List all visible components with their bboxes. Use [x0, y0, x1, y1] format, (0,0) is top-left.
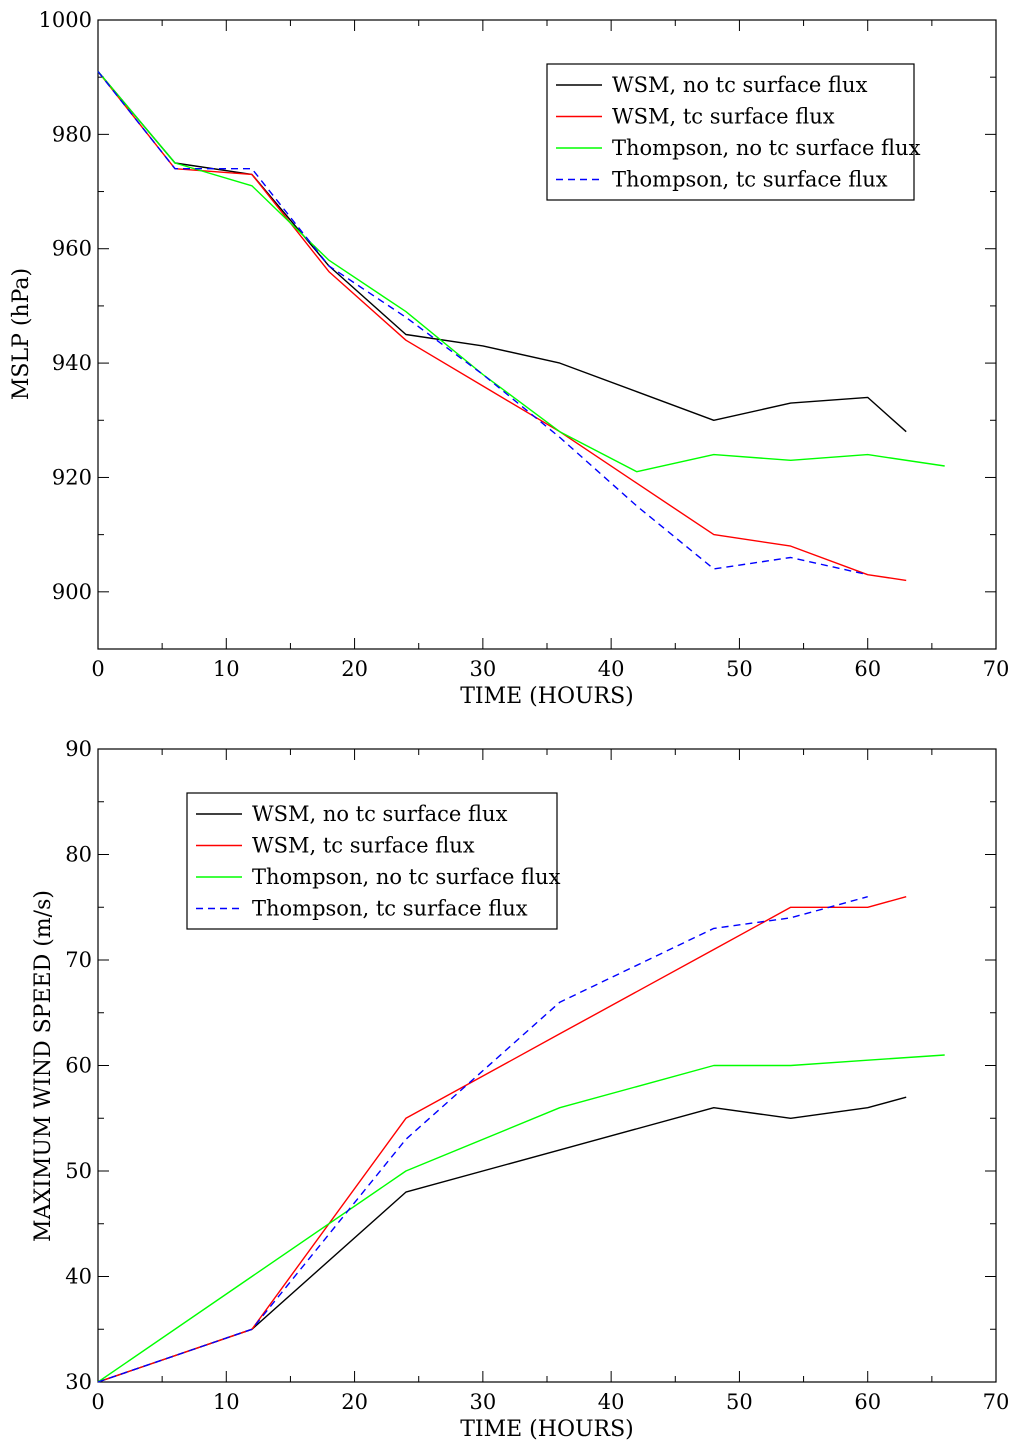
mslp-chart: 0 10 20 30 40 50 60 70 900 920 940 960 980 1000 TIME (…	[9, 8, 1009, 709]
x-tick-label: 60	[854, 1390, 881, 1414]
y-tick-label: 980	[52, 122, 92, 146]
y-tick-label: 80	[65, 843, 92, 867]
legend-box	[546, 63, 915, 201]
x-tick-label: 70	[983, 1390, 1010, 1414]
y-axis-label: MAXIMUM WIND SPEED (m/s)	[31, 890, 56, 1242]
x-tick-label: 20	[341, 1390, 368, 1414]
legend-label-0: WSM, no tc surface flux	[252, 802, 508, 826]
x-tick-label: 60	[854, 657, 881, 681]
legend-label-2: Thompson, no tc surface flux	[612, 136, 921, 160]
y-tick-label: 30	[65, 1370, 92, 1394]
y-tick-label: 940	[52, 351, 92, 375]
series-line-0	[97, 71, 907, 433]
x-axis-label: TIME (HOURS)	[460, 684, 634, 709]
y-tick-label: 70	[65, 948, 92, 972]
y-tick-label: 960	[52, 237, 92, 261]
series-line-2	[97, 1054, 945, 1383]
series-line-3	[97, 896, 868, 1383]
series-line-1	[97, 896, 907, 1383]
legend-label-1: WSM, tc surface flux	[612, 105, 835, 129]
legend-label-2: Thompson, no tc surface flux	[252, 865, 561, 889]
y-tick-label: 90	[65, 737, 92, 761]
x-tick-label: 30	[469, 657, 496, 681]
x-tick-label: 10	[213, 657, 240, 681]
x-axis-label: TIME (HOURS)	[460, 1417, 634, 1442]
y-tick-label: 60	[65, 1054, 92, 1078]
x-tick-label: 50	[726, 657, 753, 681]
legend-label-1: WSM, tc surface flux	[252, 834, 475, 858]
x-tick-label: 70	[983, 657, 1010, 681]
series-line-0	[97, 1096, 907, 1383]
series-line-2	[97, 71, 945, 473]
x-tick-label: 10	[213, 1390, 240, 1414]
y-tick-label: 900	[52, 580, 92, 604]
y-tick-label: 920	[52, 465, 92, 489]
series-line-1	[97, 71, 907, 582]
x-tick-label: 0	[91, 657, 104, 681]
x-tick-label: 40	[598, 1390, 625, 1414]
x-tick-label: 30	[469, 1390, 496, 1414]
y-tick-label: 1000	[39, 8, 92, 32]
y-tick-label: 40	[65, 1265, 92, 1289]
x-tick-label: 20	[341, 657, 368, 681]
legend-label-0: WSM, no tc surface flux	[612, 73, 868, 97]
x-tick-label: 0	[91, 1390, 104, 1414]
y-axis-label: MSLP (hPa)	[9, 268, 34, 400]
y-tick-label: 50	[65, 1159, 92, 1183]
legend-label-3: Thompson, tc surface flux	[252, 897, 528, 921]
wind-speed-chart: 0 10 20 30 40 50 60 70 30 40 50 60 70 80 90 TIME (HOURS…	[31, 737, 1009, 1442]
legend-label-3: Thompson, tc surface flux	[612, 168, 888, 192]
series-line-3	[97, 71, 868, 576]
x-tick-label: 40	[598, 657, 625, 681]
x-tick-label: 50	[726, 1390, 753, 1414]
legend-box	[186, 792, 558, 930]
